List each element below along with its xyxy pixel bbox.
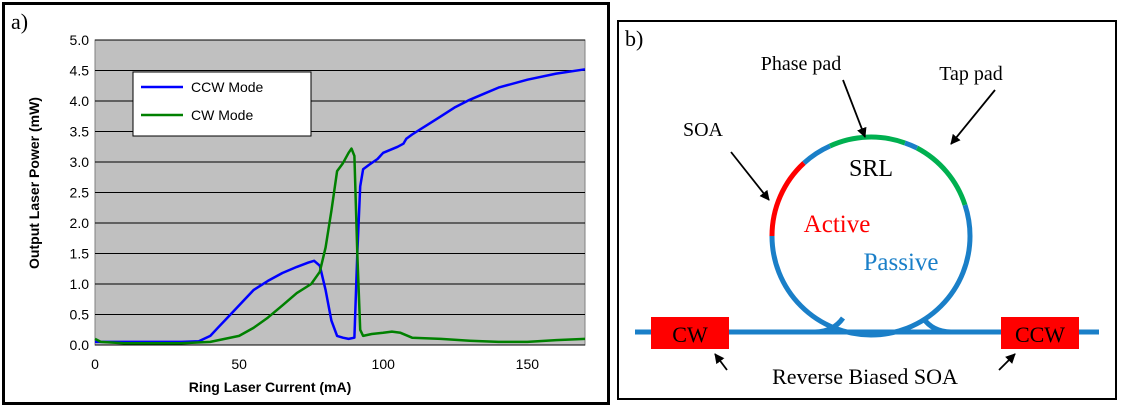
ccw-block-arrow xyxy=(998,353,1016,371)
y-tick-label: 3.5 xyxy=(70,124,90,140)
ccw-label: CCW xyxy=(1015,322,1065,347)
reverse-biased-soa-label: Reverse Biased SOA xyxy=(772,364,958,389)
legend: CCW Mode CW Mode xyxy=(132,71,312,137)
y-tick-labels: 0.0 0.5 1.0 1.5 2.0 2.5 3.0 3.5 4.0 4.5 5.0 xyxy=(70,32,90,353)
y-tick-label: 1.5 xyxy=(70,246,90,262)
soa-arrow xyxy=(730,151,770,201)
y-tick-label: 4.0 xyxy=(70,93,90,109)
ring-passive-right xyxy=(962,204,973,237)
y-tick-label: 5.0 xyxy=(70,32,90,48)
legend-box xyxy=(132,71,312,137)
diagram-panel: b) CW CCW SRL Active Passive Phase pad xyxy=(617,20,1117,400)
phase-pad-label: Phase pad xyxy=(761,53,842,75)
series-group xyxy=(94,68,586,345)
srl-label: SRL xyxy=(849,156,893,182)
cw-block-arrow xyxy=(714,353,728,371)
series-line-cw-mode xyxy=(94,147,586,345)
ring-tap-pad xyxy=(915,145,968,206)
y-tick-label: 1.0 xyxy=(70,276,90,292)
cw-label: CW xyxy=(672,322,708,347)
ring-passive-gap-left xyxy=(802,143,832,165)
x-tick-label: 150 xyxy=(516,356,540,372)
ring-phase-pad xyxy=(828,134,906,149)
tap-pad-arrow xyxy=(950,89,996,145)
tap-pad-label: Tap pad xyxy=(939,63,1003,85)
chart-svg: 0.0 0.5 1.0 1.5 2.0 2.5 3.0 3.5 4.0 4.5 5.0 0 50 100… xyxy=(11,9,586,395)
chart-panel: 0.0 0.5 1.0 1.5 2.0 2.5 3.0 3.5 4.0 4.5 5.0 0 50 100… xyxy=(2,2,610,405)
ring-passive-section xyxy=(769,235,973,338)
panel-label-a: a) xyxy=(11,9,28,34)
phase-pad-arrow xyxy=(842,79,867,138)
cw-soa-block xyxy=(651,317,729,349)
ccw-soa-block xyxy=(1001,317,1079,349)
diagram-svg: b) CW CCW SRL Active Passive Phase pad xyxy=(625,26,1099,389)
x-tick-label: 50 xyxy=(231,356,247,372)
active-label: Active xyxy=(804,211,871,238)
x-tick-labels: 0 50 100 150 xyxy=(91,356,539,372)
y-tick-label: 2.0 xyxy=(70,215,90,231)
x-tick-label: 0 xyxy=(91,356,99,372)
y-tick-label: 3.0 xyxy=(70,154,90,170)
ring-passive-gap-right xyxy=(904,140,919,151)
ring-active-section xyxy=(769,161,806,237)
x-tick-label: 100 xyxy=(372,356,396,372)
legend-label-ccw: CCW Mode xyxy=(191,79,264,95)
y-tick-label: 4.5 xyxy=(70,63,90,79)
passive-label: Passive xyxy=(864,249,939,276)
y-tick-label: 0.5 xyxy=(70,307,90,323)
soa-label: SOA xyxy=(683,119,724,141)
y-tick-label: 2.5 xyxy=(70,185,90,201)
y-axis-label: Output Laser Power (mW) xyxy=(26,97,42,269)
legend-label-cw: CW Mode xyxy=(191,107,253,123)
y-tick-label: 0.0 xyxy=(70,337,90,353)
panel-label-b: b) xyxy=(625,26,643,51)
x-axis-label: Ring Laser Current (mA) xyxy=(189,379,352,395)
series-line-ccw-mode xyxy=(95,68,586,344)
